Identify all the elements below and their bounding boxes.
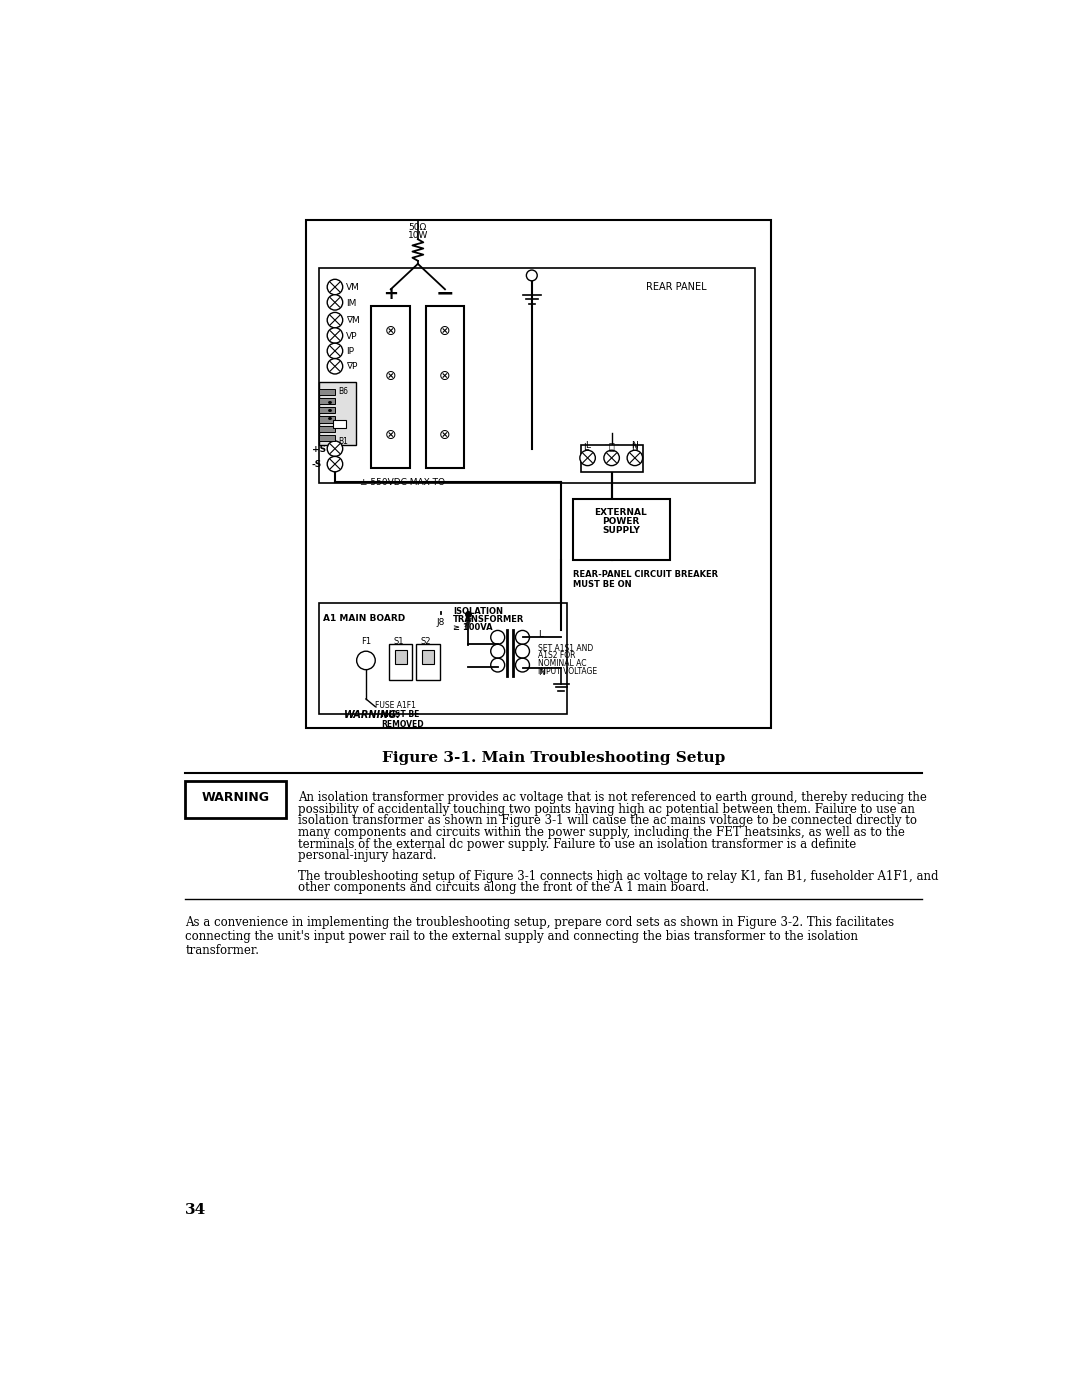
Text: REAR-PANEL CIRCUIT BREAKER: REAR-PANEL CIRCUIT BREAKER: [572, 570, 718, 580]
Text: transformer.: transformer.: [186, 944, 259, 957]
Text: Figure 3-1. Main Troubleshooting Setup: Figure 3-1. Main Troubleshooting Setup: [382, 752, 725, 766]
Text: many components and circuits within the power supply, including the FET heatsink: many components and circuits within the …: [298, 826, 905, 840]
Text: N: N: [538, 668, 544, 678]
Text: isolation transformer as shown in Figure 3-1 will cause the ac mains voltage to : isolation transformer as shown in Figure…: [298, 814, 917, 827]
Circle shape: [327, 457, 342, 472]
Text: personal-injury hazard.: personal-injury hazard.: [298, 849, 436, 862]
Text: FUSE A1F1: FUSE A1F1: [375, 701, 416, 710]
Circle shape: [327, 313, 342, 328]
Bar: [320, 434, 335, 441]
Bar: [372, 306, 410, 468]
Circle shape: [627, 450, 643, 465]
Text: N: N: [632, 441, 638, 450]
Text: 50Ω: 50Ω: [408, 224, 427, 232]
Text: J8: J8: [437, 617, 445, 627]
Text: ⊗: ⊗: [440, 324, 450, 338]
Bar: [581, 444, 643, 472]
Circle shape: [327, 344, 342, 359]
Circle shape: [356, 651, 375, 669]
Circle shape: [327, 328, 342, 344]
Text: VM: VM: [346, 284, 360, 292]
Text: terminals of the external dc power supply. Failure to use an isolation transform: terminals of the external dc power suppl…: [298, 838, 856, 851]
Text: ≥ 100VA: ≥ 100VA: [453, 623, 492, 633]
Text: ⊗: ⊗: [384, 324, 396, 338]
Bar: [306, 219, 770, 728]
Text: IM: IM: [346, 299, 356, 307]
Bar: [333, 420, 346, 427]
Text: N: N: [631, 443, 638, 451]
Text: An isolation transformer provides ac voltage that is not referenced to earth gro: An isolation transformer provides ac vol…: [298, 791, 927, 805]
Text: POWER: POWER: [603, 517, 639, 527]
Text: ∇P: ∇P: [346, 362, 357, 372]
Text: ± 550VDC MAX TO ―: ± 550VDC MAX TO ―: [360, 478, 457, 488]
Text: S2: S2: [420, 637, 431, 647]
Text: NOMINAL AC: NOMINAL AC: [538, 659, 586, 668]
Text: ⏦: ⏦: [609, 441, 615, 451]
Text: L: L: [585, 441, 590, 450]
Text: F1: F1: [361, 637, 372, 647]
Circle shape: [604, 450, 619, 465]
Text: SET A1S1 AND: SET A1S1 AND: [538, 644, 593, 652]
Circle shape: [526, 270, 537, 281]
Text: A1S2 FOR: A1S2 FOR: [538, 651, 576, 661]
Text: other components and circuits along the front of the A 1 main board.: other components and circuits along the …: [298, 882, 708, 894]
Bar: [422, 651, 434, 665]
Circle shape: [327, 441, 342, 457]
Text: -S: -S: [312, 460, 322, 469]
Text: +S: +S: [312, 444, 326, 454]
Text: VP: VP: [346, 331, 357, 341]
Text: As a convenience in implementing the troubleshooting setup, prepare cord sets as: As a convenience in implementing the tro…: [186, 916, 894, 929]
Bar: [389, 644, 413, 680]
Circle shape: [327, 359, 342, 374]
Text: L: L: [538, 630, 543, 638]
Text: 10W: 10W: [407, 231, 428, 240]
Bar: [426, 306, 464, 468]
Bar: [320, 407, 335, 414]
Bar: [320, 388, 335, 395]
Text: 34: 34: [186, 1203, 206, 1217]
Text: REAR PANEL: REAR PANEL: [647, 282, 707, 292]
Text: B1: B1: [338, 437, 348, 446]
Text: A1 MAIN BOARD: A1 MAIN BOARD: [323, 615, 406, 623]
Text: TRANSFORMER: TRANSFORMER: [453, 615, 524, 624]
Text: J7: J7: [464, 617, 472, 627]
Text: The troubleshooting setup of Figure 3-1 connects high ac voltage to relay K1, fa: The troubleshooting setup of Figure 3-1 …: [298, 870, 939, 883]
Text: INPUT VOLTAGE: INPUT VOLTAGE: [538, 666, 597, 676]
Bar: [320, 381, 356, 444]
Bar: [320, 268, 755, 483]
Text: L: L: [583, 443, 588, 451]
Text: REMOVED: REMOVED: [381, 719, 424, 729]
Text: ⊗: ⊗: [440, 369, 450, 383]
Text: MUST BE ON: MUST BE ON: [572, 580, 632, 588]
Text: ISOLATION: ISOLATION: [453, 606, 503, 616]
Circle shape: [327, 279, 342, 295]
Bar: [572, 499, 670, 560]
Bar: [416, 644, 440, 680]
Bar: [394, 651, 407, 665]
Circle shape: [327, 295, 342, 310]
Text: EXTERNAL: EXTERNAL: [595, 509, 647, 517]
Text: WARNING: WARNING: [202, 791, 270, 805]
Text: ⊗: ⊗: [384, 427, 396, 441]
Text: B6: B6: [338, 387, 348, 397]
Bar: [186, 781, 286, 817]
Text: possibility of accidentally touching two points having high ac potential between: possibility of accidentally touching two…: [298, 803, 915, 816]
Bar: [320, 416, 335, 422]
Text: S1: S1: [393, 637, 404, 647]
Text: +: +: [383, 285, 399, 303]
Bar: [320, 398, 335, 404]
Text: WARNING:: WARNING:: [345, 711, 402, 721]
Text: ⊗: ⊗: [440, 427, 450, 441]
Text: IP: IP: [346, 346, 354, 356]
Text: ∇M: ∇M: [346, 316, 360, 326]
Text: −: −: [435, 284, 455, 303]
Text: connecting the unit's input power rail to the external supply and connecting the: connecting the unit's input power rail t…: [186, 930, 859, 943]
Text: SUPPLY: SUPPLY: [602, 527, 639, 535]
Text: MUST BE: MUST BE: [381, 711, 420, 719]
Bar: [320, 426, 335, 432]
Circle shape: [580, 450, 595, 465]
Bar: [320, 602, 567, 714]
Text: ⊗: ⊗: [384, 369, 396, 383]
